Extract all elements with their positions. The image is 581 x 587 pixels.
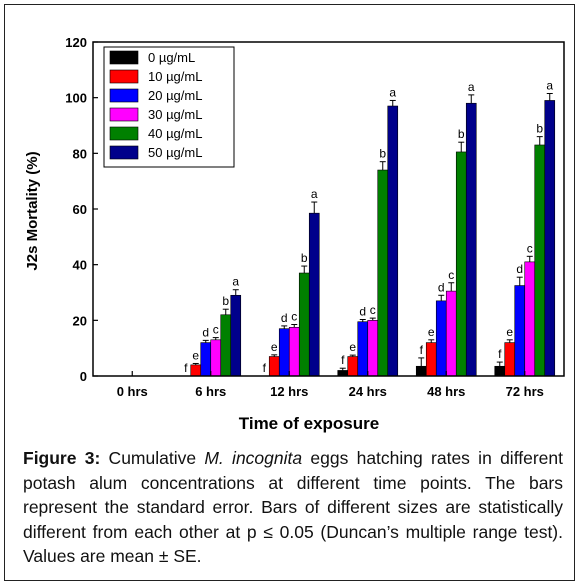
significance-letter: c (448, 268, 454, 282)
significance-letter: f (263, 361, 267, 375)
legend-swatch (109, 69, 139, 84)
bar (190, 364, 202, 377)
legend-swatch (109, 88, 139, 103)
bar (200, 342, 212, 377)
x-tick-label: 0 hrs (117, 384, 148, 399)
significance-letter: c (370, 303, 376, 317)
legend-label: 20 µg/mL (148, 88, 202, 103)
bar (347, 356, 359, 377)
y-tick-label: 20 (73, 313, 87, 328)
caption-text-1: Cumulative (100, 448, 205, 468)
y-tick-label: 60 (73, 202, 87, 217)
bar (415, 365, 427, 377)
x-axis-title: Time of exposure (239, 414, 379, 433)
legend: 0 µg/mL 10 µg/mL 20 µg/mL 30 µg/mL 40 µg/mL 5… (103, 46, 235, 168)
bar (455, 151, 467, 377)
y-tick-label: 80 (73, 146, 87, 161)
significance-letter: e (349, 340, 356, 354)
bar (435, 300, 447, 377)
x-tick-label: 72 hrs (506, 384, 544, 399)
significance-letter: a (232, 275, 239, 289)
significance-letter: d (516, 262, 523, 276)
x-tick-label: 12 hrs (270, 384, 308, 399)
x-tick-label: 24 hrs (349, 384, 387, 399)
bar (465, 102, 477, 377)
bar (337, 370, 349, 377)
x-tick-label: 48 hrs (427, 384, 465, 399)
bar (210, 339, 222, 377)
bar (544, 100, 556, 377)
legend-label: 10 µg/mL (148, 69, 202, 84)
bar (377, 169, 389, 377)
bar (514, 285, 526, 377)
bar (367, 320, 379, 377)
y-tick-label: 40 (73, 258, 87, 273)
significance-letter: f (498, 347, 502, 361)
legend-swatch (109, 145, 139, 160)
significance-letter: a (546, 78, 553, 92)
legend-label: 0 µg/mL (148, 50, 195, 65)
significance-letter: c (213, 323, 219, 337)
bar (425, 342, 437, 377)
significance-letter: f (341, 353, 345, 367)
significance-letter: d (281, 311, 288, 325)
bar (308, 212, 320, 377)
significance-letter: e (428, 325, 435, 339)
significance-letter: e (192, 348, 199, 362)
significance-letter: d (359, 304, 366, 318)
figure-caption: Figure 3: Cumulative M. incognita eggs h… (23, 446, 563, 569)
significance-letter: f (420, 343, 424, 357)
significance-letter: a (311, 187, 318, 201)
bar (268, 356, 280, 377)
caption-species: M. incognita (204, 448, 303, 468)
bar (288, 326, 300, 377)
bar (357, 321, 369, 377)
y-tick-label: 0 (80, 369, 87, 384)
bar (494, 365, 506, 377)
significance-letter: f (184, 361, 188, 375)
bar (278, 328, 290, 377)
bar (445, 290, 457, 377)
legend-label: 40 µg/mL (148, 126, 202, 141)
significance-letter: a (468, 80, 475, 94)
legend-swatch (109, 107, 139, 122)
legend-swatch (109, 50, 139, 65)
legend-label: 30 µg/mL (148, 107, 202, 122)
significance-letter: c (527, 241, 533, 255)
bar (230, 294, 242, 377)
bar (504, 342, 516, 377)
significance-letter: e (506, 325, 513, 339)
significance-letter: b (379, 147, 386, 161)
significance-letter: e (271, 340, 278, 354)
significance-letter: b (301, 251, 308, 265)
caption-text-2: eggs hatching rates in different potash … (23, 448, 563, 566)
x-tick-label: 6 hrs (195, 384, 226, 399)
y-tick-label: 100 (65, 91, 87, 106)
bar (298, 272, 310, 377)
caption-label: Figure 3: (23, 448, 101, 468)
significance-letter: b (458, 127, 465, 141)
bar (534, 144, 546, 377)
significance-letter: c (291, 310, 297, 324)
bar (220, 314, 232, 377)
legend-swatch (109, 126, 139, 141)
significance-letter: b (222, 294, 229, 308)
y-axis-title: J2s Mortality (%) (24, 151, 41, 270)
legend-label: 50 µg/mL (148, 145, 202, 160)
significance-letter: d (202, 325, 209, 339)
bar (524, 261, 536, 377)
significance-letter: d (438, 280, 445, 294)
significance-letter: a (389, 85, 396, 99)
bar (387, 105, 399, 377)
y-tick-label: 120 (65, 35, 87, 50)
significance-letter: b (536, 122, 543, 136)
